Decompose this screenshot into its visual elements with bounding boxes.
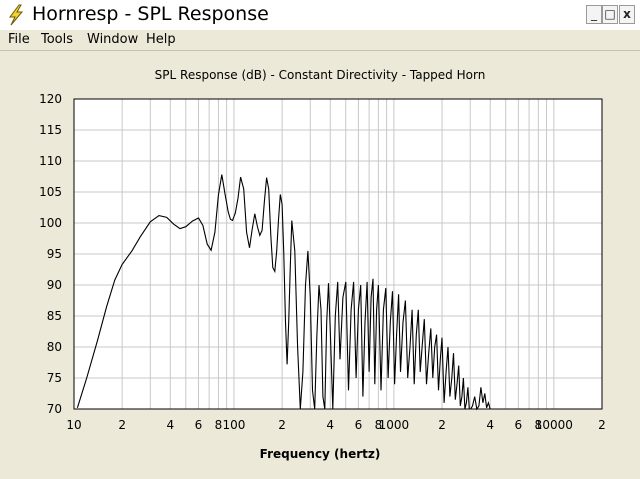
menu-bar: File Tools Window Help	[0, 30, 640, 51]
y-tick-label: 70	[47, 402, 62, 416]
spl-series-line	[76, 174, 491, 411]
x-axis-label: Frequency (hertz)	[260, 447, 381, 461]
close-button[interactable]: x	[619, 5, 635, 24]
x-tick-label: 6	[195, 418, 203, 432]
y-tick-label: 85	[47, 309, 62, 323]
chart-title: SPL Response (dB) - Constant Directivity…	[155, 68, 486, 82]
x-tick-label: 10	[66, 418, 81, 432]
x-tick-label: 2	[278, 418, 286, 432]
plot-area: 70 75 80 85 90 95 100 105 110 115 120 10 2 4 6 8 100 2 4 6 8…	[0, 51, 640, 479]
x-tick-label: 8	[375, 418, 383, 432]
menu-tools[interactable]: Tools	[41, 32, 74, 47]
x-tick-label: 2	[118, 418, 126, 432]
title-bar: Hornresp - SPL Response _ □ x	[0, 0, 640, 30]
x-tick-label: 8	[535, 418, 543, 432]
y-tick-label: 110	[39, 154, 62, 168]
y-tick-label: 95	[47, 247, 62, 261]
y-tick-label: 115	[39, 123, 62, 137]
menu-file[interactable]: File	[8, 32, 30, 47]
menu-help[interactable]: Help	[146, 32, 176, 47]
x-tick-label: 6	[355, 418, 363, 432]
x-tick-label: 10000	[535, 418, 573, 432]
minimize-button[interactable]: _	[586, 5, 602, 24]
window-title: Hornresp - SPL Response	[32, 3, 269, 25]
maximize-button[interactable]: □	[602, 5, 618, 24]
app-lightning-icon	[9, 4, 24, 26]
y-tick-label: 120	[39, 92, 62, 106]
y-tick-label: 105	[39, 185, 62, 199]
menu-window[interactable]: Window	[87, 32, 139, 47]
x-tick-label: 100	[222, 418, 245, 432]
x-tick-label: 4	[326, 418, 334, 432]
y-tick-label: 100	[39, 216, 62, 230]
y-tick-label: 90	[47, 278, 62, 292]
x-tick-label: 8	[215, 418, 223, 432]
x-tick-label: 1000	[379, 418, 410, 432]
plot-frame	[73, 98, 603, 410]
y-tick-label: 80	[47, 340, 62, 354]
x-tick-label: 4	[166, 418, 174, 432]
x-tick-label: 6	[515, 418, 523, 432]
x-tick-label: 4	[486, 418, 494, 432]
x-tick-label: 2	[438, 418, 446, 432]
x-tick-label: 2	[598, 418, 606, 432]
y-tick-label: 75	[47, 371, 62, 385]
